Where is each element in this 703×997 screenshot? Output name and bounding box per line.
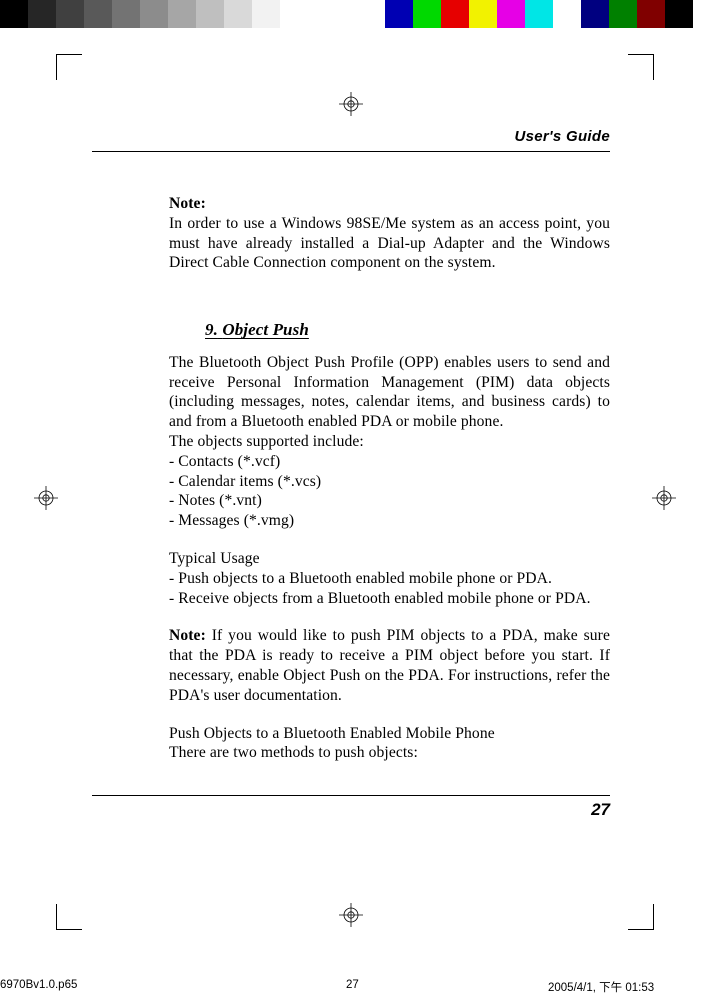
color-swatch xyxy=(280,0,308,28)
list-item: - Push objects to a Bluetooth enabled mo… xyxy=(169,569,610,589)
color-swatch xyxy=(28,0,56,28)
note2-block: Note: If you would like to push PIM obje… xyxy=(169,626,610,705)
color-swatch xyxy=(469,0,497,28)
color-swatch xyxy=(441,0,469,28)
color-swatch xyxy=(140,0,168,28)
list-item: - Notes (*.vnt) xyxy=(169,491,610,511)
section-number: 9. xyxy=(205,320,218,339)
usage-list: - Push objects to a Bluetooth enabled mo… xyxy=(169,569,610,609)
color-swatch xyxy=(168,0,196,28)
list-item: - Contacts (*.vcf) xyxy=(169,452,610,472)
crop-mark-top-left xyxy=(56,54,82,80)
color-swatch xyxy=(224,0,252,28)
push-sub: There are two methods to push objects: xyxy=(169,743,610,763)
color-swatch xyxy=(553,0,581,28)
section-heading: 9. Object Push xyxy=(205,319,610,341)
list-item: - Receive objects from a Bluetooth enabl… xyxy=(169,589,610,609)
color-swatch xyxy=(581,0,609,28)
color-swatch xyxy=(0,0,28,28)
color-swatch xyxy=(112,0,140,28)
slug-file: 6970Bv1.0.p65 xyxy=(0,979,77,991)
list-item: - Messages (*.vmg) xyxy=(169,511,610,531)
note-label: Note: xyxy=(169,194,610,214)
push-heading: Push Objects to a Bluetooth Enabled Mobi… xyxy=(169,724,610,744)
color-swatch xyxy=(56,0,84,28)
note2-text: If you would like to push PIM objects to… xyxy=(169,627,610,703)
supported-list: - Contacts (*.vcf)- Calendar items (*.vc… xyxy=(169,452,610,531)
registration-mark-icon xyxy=(652,486,676,510)
note-text: In order to use a Windows 98SE/Me system… xyxy=(169,214,610,273)
body-column: Note: In order to use a Windows 98SE/Me … xyxy=(169,194,610,763)
color-swatch xyxy=(637,0,665,28)
page-content: User's Guide Note: In order to use a Win… xyxy=(92,128,610,820)
color-swatch xyxy=(497,0,525,28)
usage-label: Typical Usage xyxy=(169,549,610,569)
color-calibration-bar xyxy=(0,0,703,28)
section-intro: The Bluetooth Object Push Profile (OPP) … xyxy=(169,353,610,432)
page-number: 27 xyxy=(92,795,610,820)
color-swatch xyxy=(525,0,553,28)
crop-mark-top-right xyxy=(628,54,654,80)
section-title: Object Push xyxy=(222,320,309,339)
color-swatch xyxy=(385,0,413,28)
slug-page: 27 xyxy=(346,979,359,991)
color-swatch xyxy=(413,0,441,28)
registration-mark-icon xyxy=(339,92,363,116)
list-item: - Calendar items (*.vcs) xyxy=(169,472,610,492)
color-swatch xyxy=(308,0,385,28)
crop-mark-bottom-left xyxy=(56,904,82,930)
note-block: Note: In order to use a Windows 98SE/Me … xyxy=(169,194,610,273)
color-swatch xyxy=(84,0,112,28)
registration-mark-icon xyxy=(339,903,363,927)
registration-mark-icon xyxy=(34,486,58,510)
color-swatch xyxy=(665,0,693,28)
supported-label: The objects supported include: xyxy=(169,432,610,452)
color-swatch xyxy=(196,0,224,28)
color-swatch xyxy=(609,0,637,28)
crop-mark-bottom-right xyxy=(628,904,654,930)
color-swatch xyxy=(252,0,280,28)
note2-label: Note: xyxy=(169,627,206,644)
slug-timestamp: 2005/4/1, 下午 01:53 xyxy=(548,979,654,995)
running-head: User's Guide xyxy=(92,128,610,152)
